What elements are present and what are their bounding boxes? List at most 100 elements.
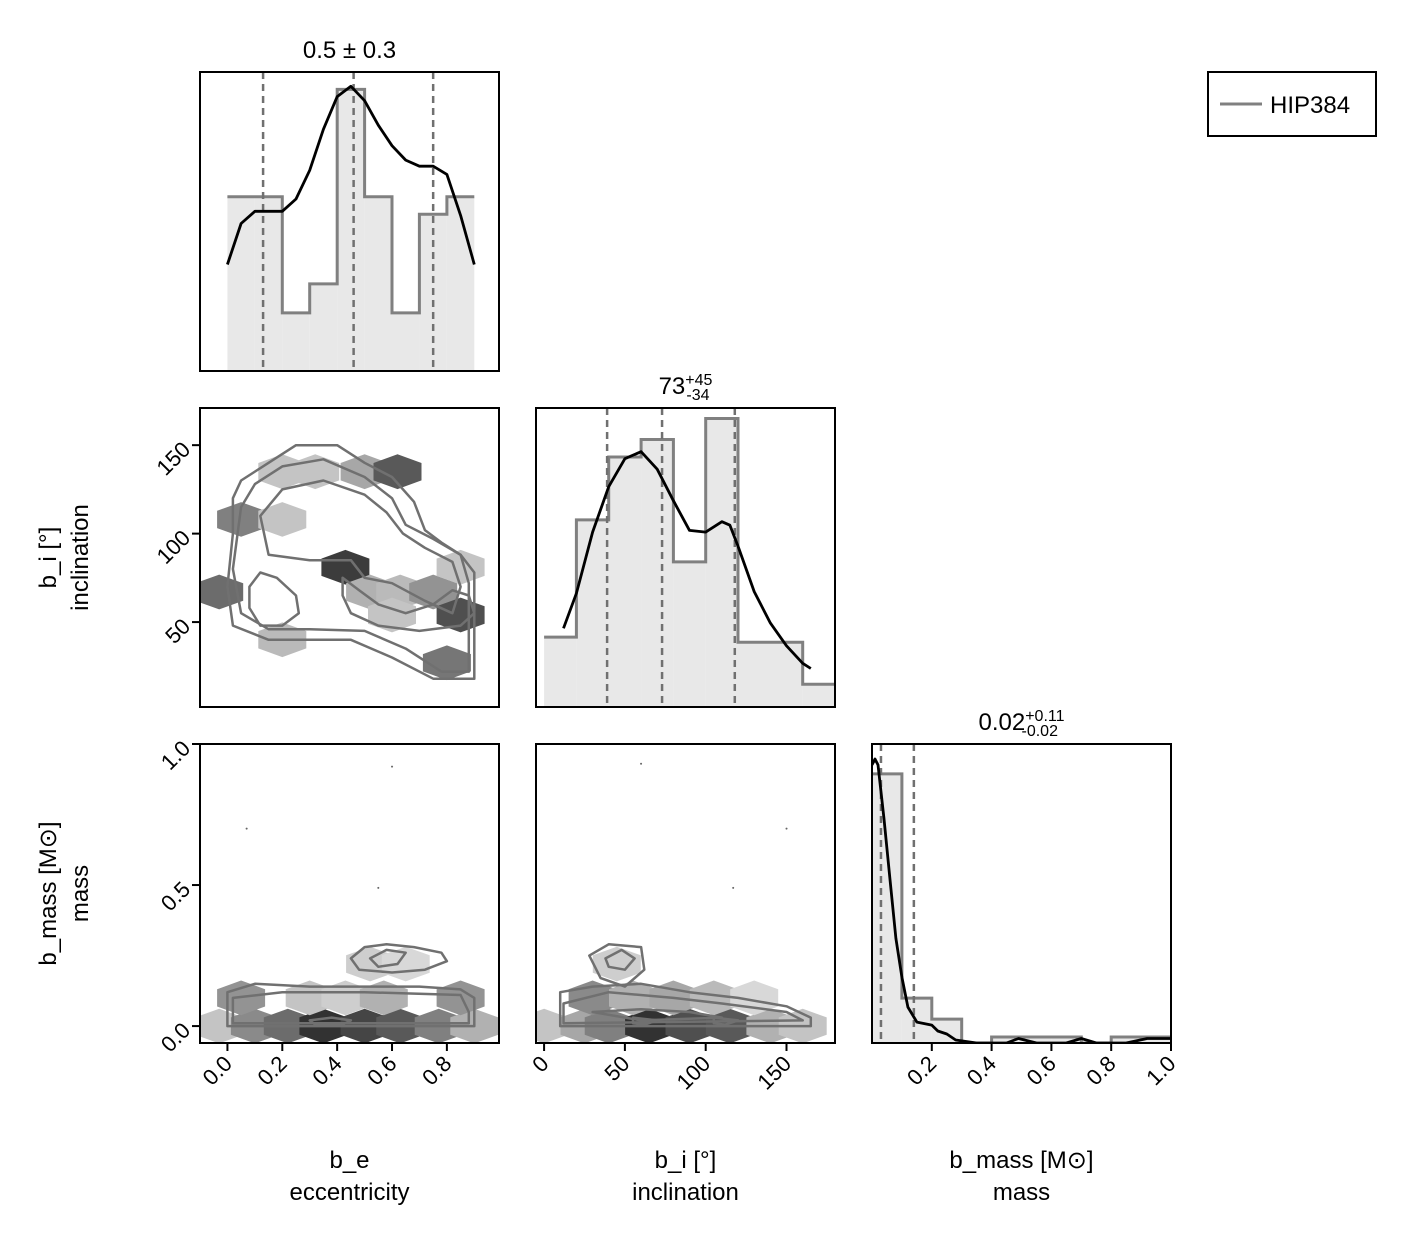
hist-bar bbox=[576, 519, 609, 707]
x-tick-label: 0.8 bbox=[1081, 1051, 1120, 1090]
panel-title-b_mass: 0.02+0.11 -0.02 bbox=[978, 708, 1064, 740]
hexbin bbox=[217, 502, 266, 537]
x-tick-label: 0.2 bbox=[253, 1051, 292, 1090]
hexbin bbox=[200, 574, 244, 610]
x-axis-label-b_i: b_i [°] bbox=[655, 1147, 717, 1174]
density-contour bbox=[712, 1016, 740, 1026]
x-axis-label-b_mass: b_mass [M⊙] bbox=[949, 1147, 1093, 1174]
panel-title-b_e: 0.5 ± 0.3 bbox=[303, 37, 396, 64]
scatter-panel-b_e-b_mass bbox=[199, 743, 500, 1044]
kde-curve bbox=[226, 84, 476, 265]
density-contour bbox=[368, 948, 407, 969]
hist-bar bbox=[544, 637, 577, 707]
x-tick-label: 0.0 bbox=[198, 1051, 237, 1090]
hist-bar bbox=[309, 283, 338, 371]
density-contour bbox=[226, 982, 476, 1028]
hist-bar bbox=[254, 196, 283, 371]
y-axis-sublabel-b_i: inclination bbox=[67, 504, 94, 611]
y-tick-label: 50 bbox=[160, 614, 195, 649]
x-tick-label: 0.4 bbox=[962, 1051, 1001, 1090]
density-contour bbox=[558, 982, 813, 1028]
panel-frame bbox=[199, 71, 500, 372]
hist-bar bbox=[1141, 1037, 1171, 1043]
hist-bar bbox=[1111, 1037, 1142, 1043]
hist-bar bbox=[282, 312, 310, 371]
x-axis-label-b_e: b_e bbox=[329, 1147, 369, 1174]
hist-bar bbox=[705, 418, 739, 707]
hist-bar bbox=[1051, 1037, 1082, 1043]
panel-frame bbox=[535, 743, 836, 1044]
y-axis-label-b_mass: b_mass [M⊙] bbox=[35, 821, 62, 965]
y-tick-label: 150 bbox=[152, 437, 196, 481]
x-axis-sublabel-b_e: eccentricity bbox=[289, 1179, 409, 1206]
x-tick-label: 0.4 bbox=[307, 1051, 346, 1090]
hist-panel-b_mass: 0.02+0.11 -0.02 bbox=[871, 708, 1172, 1044]
y-tick-label: 0.5 bbox=[156, 877, 195, 916]
hist-bar bbox=[673, 561, 706, 707]
density-contour bbox=[349, 943, 449, 974]
hist-bar bbox=[931, 1019, 962, 1043]
x-tick-label: 0.8 bbox=[417, 1051, 456, 1090]
scatter-panel-b_i-b_mass bbox=[535, 743, 836, 1044]
density-contour bbox=[308, 1016, 353, 1026]
density-contour bbox=[226, 443, 476, 680]
hist-bar bbox=[446, 196, 475, 371]
sample-point bbox=[391, 765, 394, 768]
hexbin bbox=[422, 645, 471, 681]
y-tick-label: 100 bbox=[152, 525, 196, 569]
x-tick-label: 0 bbox=[527, 1051, 553, 1077]
y-tick-label: 0.0 bbox=[156, 1018, 195, 1057]
hexbin bbox=[321, 980, 370, 1016]
density-contour bbox=[231, 458, 471, 673]
hist-bar bbox=[991, 1037, 1022, 1043]
x-tick-label: 150 bbox=[752, 1051, 796, 1095]
y-tick-label: 1.0 bbox=[156, 736, 195, 775]
density-contour bbox=[248, 571, 301, 627]
hexbin bbox=[689, 980, 738, 1016]
hexbin bbox=[321, 549, 370, 585]
density-contour bbox=[231, 990, 471, 1025]
legend-label: HIP384 bbox=[1270, 92, 1350, 119]
panel-frame bbox=[199, 743, 500, 1044]
x-tick-label: 0.2 bbox=[902, 1051, 941, 1090]
x-tick-label: 1.0 bbox=[1141, 1051, 1180, 1090]
legend: HIP384 bbox=[1207, 71, 1377, 137]
hexbin bbox=[409, 574, 458, 610]
hist-bar bbox=[337, 89, 365, 371]
hist-panel-b_e: 0.5 ± 0.3 bbox=[199, 37, 500, 372]
x-tick-label: 100 bbox=[672, 1051, 716, 1095]
density-contour bbox=[259, 479, 462, 615]
hexbin bbox=[368, 597, 416, 633]
y-axis-sublabel-b_mass: mass bbox=[67, 865, 94, 922]
hist-panel-b_i: 73+45 -34 bbox=[535, 372, 836, 708]
hist-bar bbox=[392, 312, 420, 371]
hist-bar bbox=[1021, 1037, 1052, 1043]
hist-bar bbox=[802, 684, 835, 707]
scatter-panel-b_e-b_i bbox=[199, 407, 500, 708]
density-contour bbox=[562, 990, 804, 1025]
density-contour bbox=[341, 576, 476, 633]
sample-point bbox=[785, 827, 788, 830]
density-contour bbox=[604, 948, 636, 971]
hexbin bbox=[258, 502, 307, 537]
sample-point bbox=[245, 827, 248, 830]
y-axis-label-b_i: b_i [°] bbox=[35, 527, 62, 589]
x-tick-label: 0.6 bbox=[1022, 1051, 1061, 1090]
hist-step-outline bbox=[872, 772, 1171, 1043]
hexbin bbox=[373, 454, 422, 490]
hist-step-outline bbox=[227, 87, 475, 315]
x-axis-sublabel-b_i: inclination bbox=[632, 1179, 739, 1206]
hist-bar bbox=[872, 773, 902, 1043]
panel-title-b_i: 73+45 -34 bbox=[659, 372, 713, 404]
sample-point bbox=[732, 886, 735, 889]
sample-point bbox=[640, 762, 643, 765]
hist-bar bbox=[641, 439, 674, 707]
kde-curve bbox=[872, 757, 1171, 1043]
density-contour bbox=[588, 943, 646, 988]
hist-bar bbox=[364, 196, 393, 371]
hexbin bbox=[359, 980, 408, 1016]
kde-curve bbox=[562, 450, 812, 670]
panel-frame bbox=[199, 407, 500, 708]
hist-bar bbox=[608, 456, 642, 707]
